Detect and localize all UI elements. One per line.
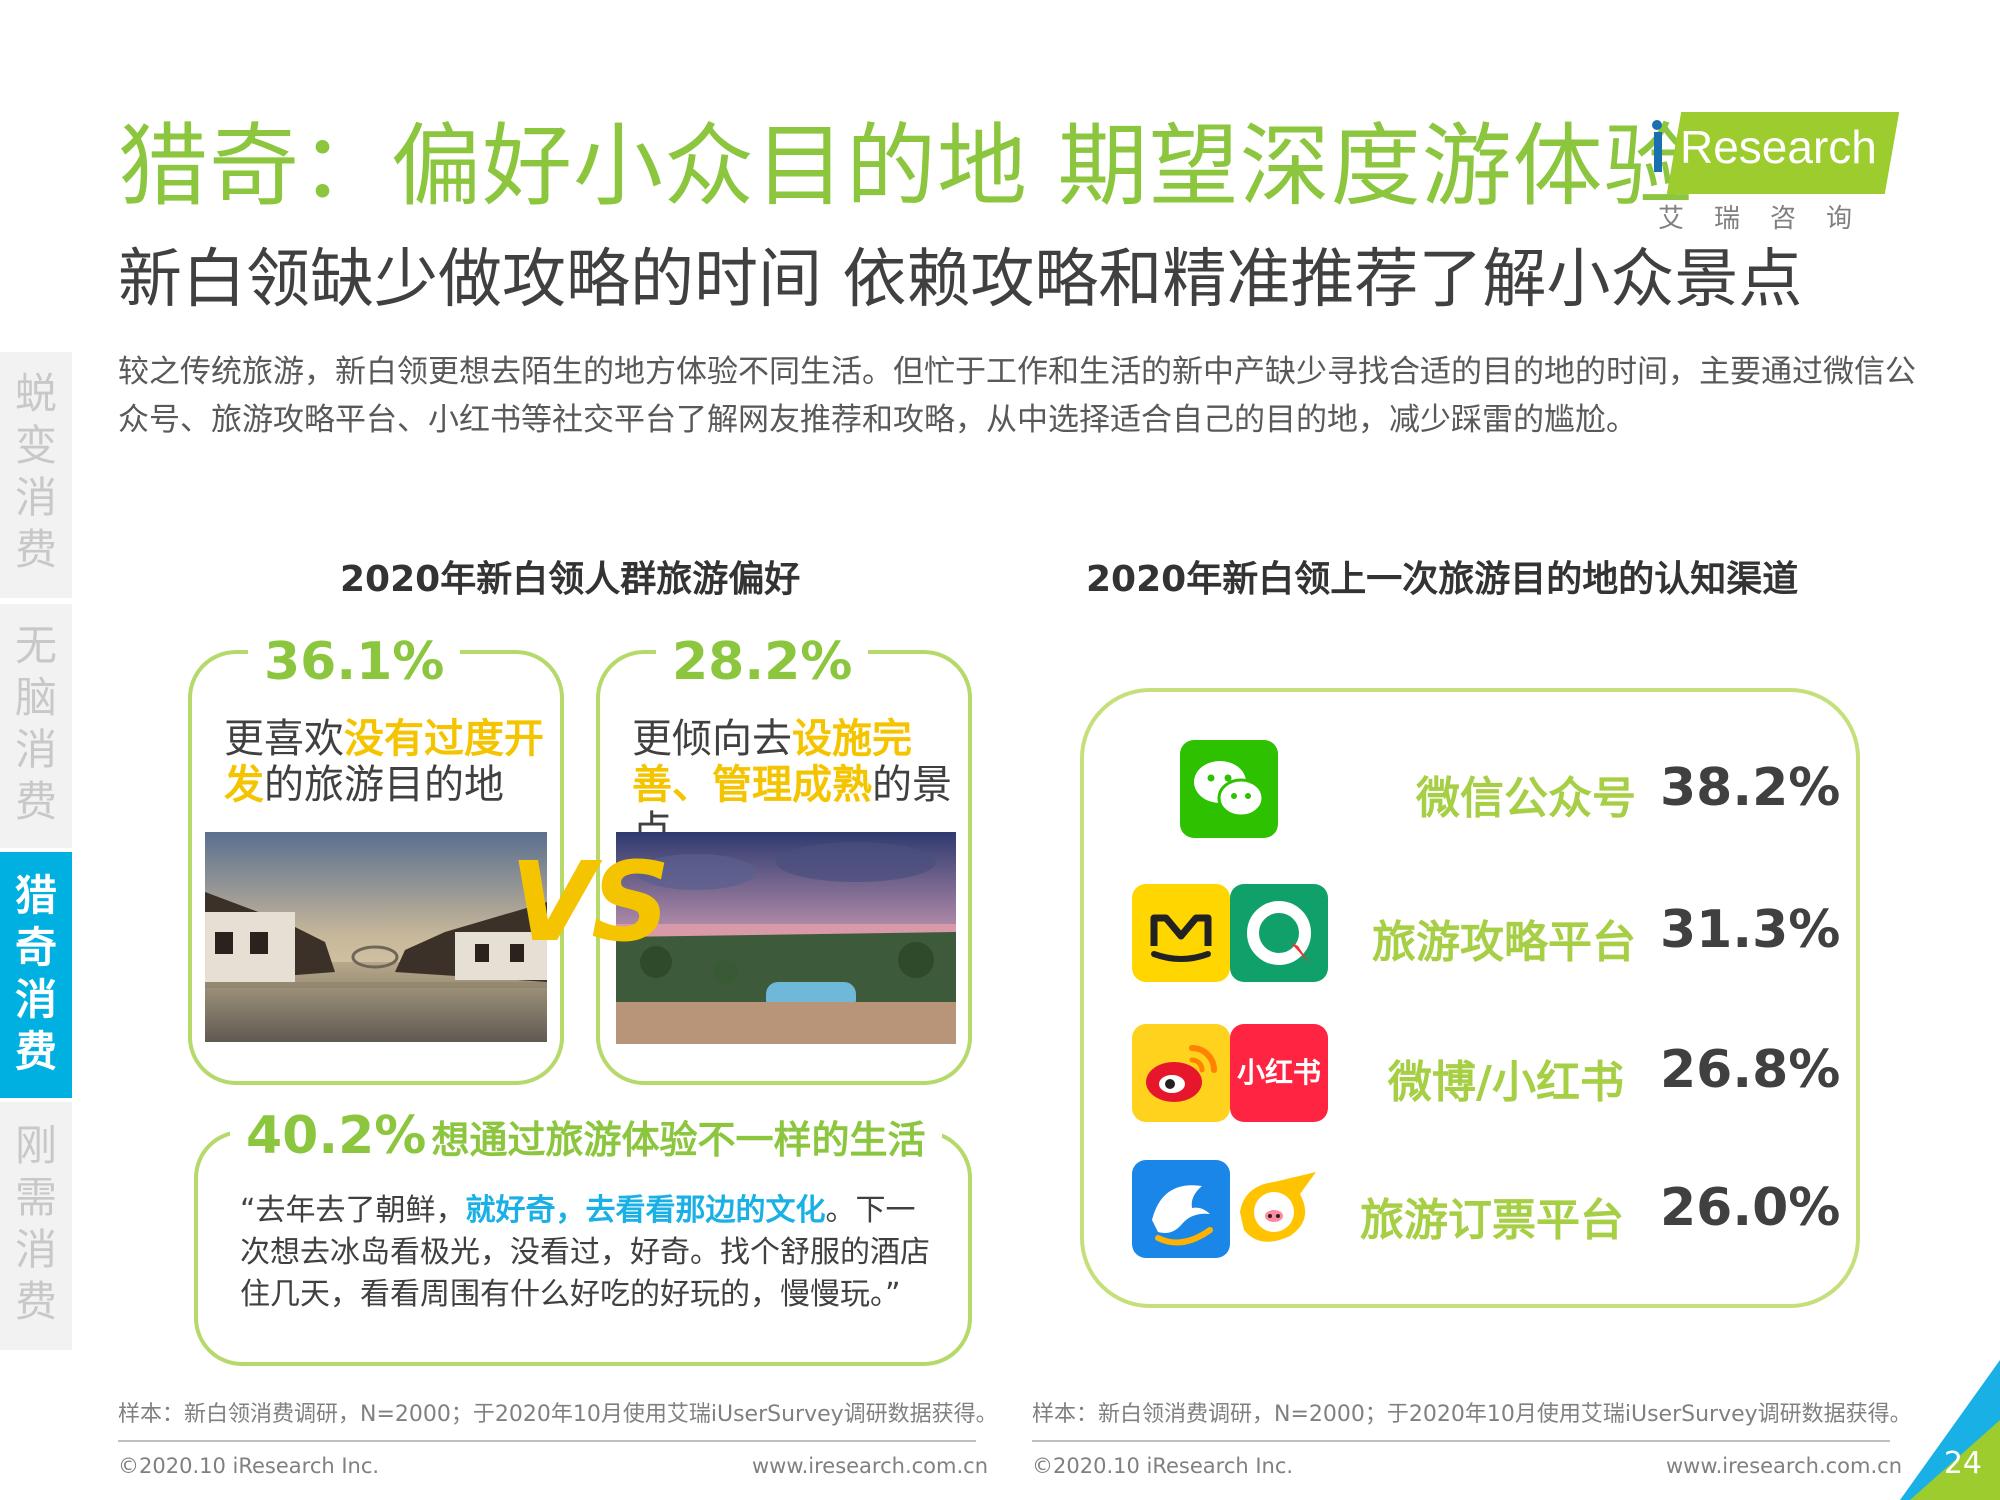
quote-pre: “去年去了朝鲜， [240,1193,466,1228]
wechat-icon [1180,740,1278,838]
ctrip-icon [1132,1160,1230,1258]
left-copyright: ©2020.10 iResearch Inc. [118,1454,380,1478]
page-number: 24 [1943,1446,1982,1481]
side-nav-item-4[interactable]: 刚需消费 [0,1102,72,1350]
channel-name-3: 微博/小红书 [1387,1057,1624,1108]
channel-name-1: 微信公众号 [1416,773,1636,824]
logo-text: Research [1680,121,1877,173]
corner-decoration [1900,1360,2000,1500]
card1-text: 更喜欢没有过度开发的旅游目的地 [224,716,544,808]
channel-card [1080,688,1860,1308]
right-website-link[interactable]: www.iresearch.com.cn [1666,1454,1903,1478]
card2-percent: 28.2% [656,632,869,692]
left-panel-title: 2020年新白领人群旅游偏好 [340,559,801,600]
card1-text-post: 的旅游目的地 [264,762,504,808]
intro-paragraph: 较之传统旅游，新白领更想去陌生的地方体验不同生活。但忙于工作和生活的新中产缺少寻… [118,354,1916,438]
channel-name-2: 旅游攻略平台 [1372,917,1636,968]
card1-text-pre: 更喜欢 [224,716,344,762]
card1-percent: 36.1% [248,632,461,692]
side-nav-label: 刚需消费 [14,1121,57,1326]
card1-text-highlight: 没有过度开发 [224,716,544,808]
fliggy-icon [1230,1160,1328,1258]
side-nav-item-1[interactable]: 蜕变消费 [0,352,72,598]
channel-value-2: 31.3% [1660,900,1841,960]
side-nav-label: 猎奇消费 [14,871,57,1076]
card2-text-pre: 更倾向去 [632,716,792,762]
weibo-icon [1132,1024,1230,1122]
card2-text-highlight: 设施完善、管理成熟 [632,716,912,808]
quote-highlight: 就好奇，去看看那边的文化 [465,1193,826,1228]
iresearch-logo: Research 艾瑞咨询 [1652,106,1900,234]
right-divider [1032,1440,1890,1442]
page-title: 猎奇：偏好小众目的地 期望深度游体验 [118,114,1695,219]
right-panel-title: 2020年新白领上一次旅游目的地的认知渠道 [1086,559,1799,600]
resort-photo [616,832,956,1044]
qyer-icon [1230,884,1328,982]
card3-header: 40.2% 想通过旅游体验不一样的生活 [230,1106,942,1166]
logo-cn-text: 艾瑞咨询 [1658,204,1883,234]
vs-label: VS [510,838,670,966]
card3-percent: 40.2% [246,1106,427,1166]
right-copyright: ©2020.10 iResearch Inc. [1032,1454,1294,1478]
mafengwo-icon [1132,884,1230,982]
quote-post: 。下一次想去冰岛看极光，没看过，好奇。找个舒服的酒店住几天，看看周围有什么好吃的… [240,1193,930,1312]
xiaohongshu-icon: 小红书 [1230,1024,1328,1122]
side-nav-item-3-active[interactable]: 猎奇消费 [0,852,72,1098]
card3-quote: “去年去了朝鲜，就好奇，去看看那边的文化。下一次想去冰岛看极光，没看过，好奇。找… [240,1190,940,1316]
channel-name-4: 旅游订票平台 [1360,1195,1624,1246]
page-subtitle: 新白领缺少做攻略的时间 依赖攻略和精准推荐了解小众景点 [118,243,1803,317]
water-town-photo [205,832,547,1042]
channel-value-1: 38.2% [1660,758,1841,818]
side-nav-item-2[interactable]: 无脑消费 [0,604,72,848]
side-nav-label: 无脑消费 [14,621,57,826]
left-divider [118,1440,976,1442]
channel-value-4: 26.0% [1660,1178,1841,1238]
side-nav-label: 蜕变消费 [14,369,57,574]
card3-label: 想通过旅游体验不一样的生活 [431,1118,926,1162]
channel-value-3: 26.8% [1660,1040,1841,1100]
left-sample-note: 样本：新白领消费调研，N=2000；于2020年10月使用艾瑞iUserSurv… [118,1402,998,1427]
card2-text: 更倾向去设施完善、管理成熟的景点 [632,716,962,854]
left-website-link[interactable]: www.iresearch.com.cn [752,1454,989,1478]
right-sample-note: 样本：新白领消费调研，N=2000；于2020年10月使用艾瑞iUserSurv… [1032,1402,1912,1427]
